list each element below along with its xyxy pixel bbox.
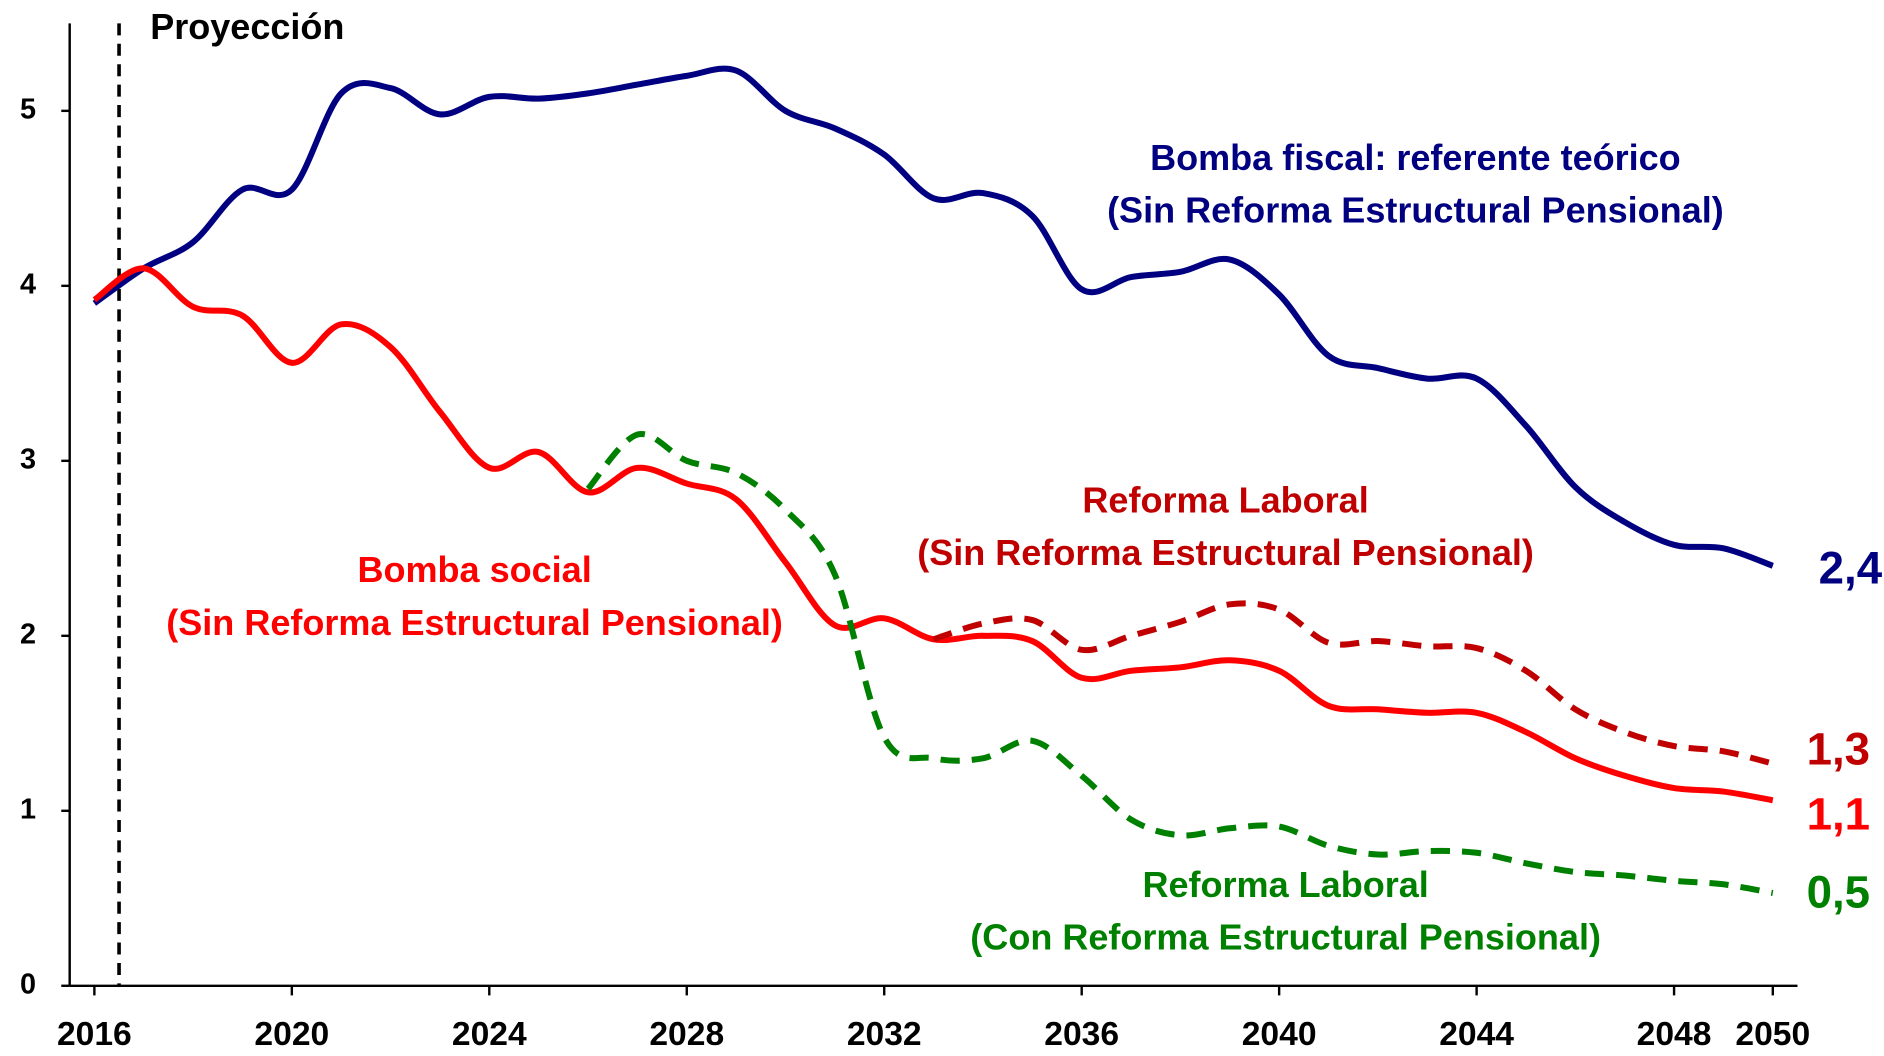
series-line [932,600,1774,767]
y-tick-label: 2 [20,618,36,650]
x-tick-label: 2024 [452,1016,527,1053]
x-tick-label: 2036 [1044,1016,1119,1053]
x-tick-label: 2032 [847,1016,922,1053]
series-sublabel: (Sin Reforma Estructural Pensional) [166,602,783,643]
series-sublabel: (Sin Reforma Estructural Pensional) [917,532,1534,573]
y-tick-label: 4 [20,268,36,300]
projection-label: Proyección [150,6,344,47]
series-sublabel: (Con Reforma Estructural Pensional) [970,917,1601,958]
series-line [92,265,1774,804]
x-tick-label: 2016 [57,1016,132,1053]
x-tick-label: 2020 [254,1016,329,1053]
x-tick-label: 2044 [1439,1016,1514,1053]
y-tick-label: 0 [20,968,36,1000]
series-line [585,431,1774,896]
series-label: Bomba fiscal: referente teórico [1150,137,1681,178]
y-tick-label: 5 [20,93,36,125]
series-label: Bomba social [357,549,591,590]
end-label: 1,1 [1807,789,1870,840]
x-tick-label: 2040 [1242,1016,1317,1053]
end-label: 1,3 [1807,724,1870,775]
x-tick-label: 2048 [1637,1016,1712,1053]
y-tick-label: 3 [20,443,36,475]
series-sublabel: (Sin Reforma Estructural Pensional) [1107,190,1724,231]
end-label: 2,4 [1819,542,1883,593]
y-tick-label: 1 [20,793,36,825]
end-label: 0,5 [1807,867,1870,918]
series-line [92,65,1774,569]
series-label: Reforma Laboral [1142,864,1428,905]
x-tick-label: 2028 [649,1016,724,1053]
series-label: Reforma Laboral [1082,479,1368,520]
x-tick-label: 2050 [1735,1016,1810,1053]
